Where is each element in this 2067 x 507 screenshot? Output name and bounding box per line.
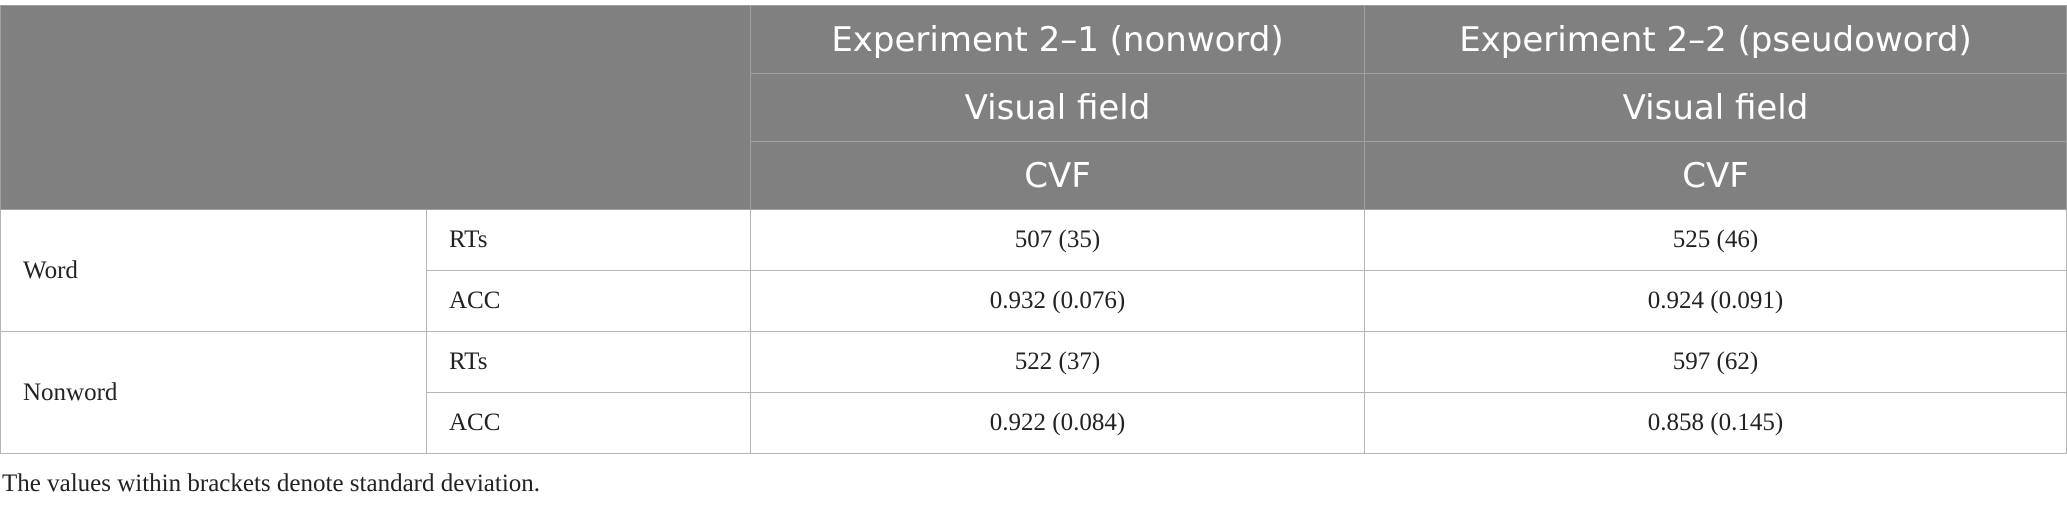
footnote: The values within brackets denote standa… <box>2 470 541 497</box>
value-cell: 525 (46) <box>1364 209 2067 271</box>
measure: ACC <box>426 392 751 454</box>
experiment-header: Experiment 2–1 (nonword) <box>750 5 1365 74</box>
measure: RTs <box>426 331 751 393</box>
value-cell: 507 (35) <box>750 209 1365 271</box>
value-cell: 0.932 (0.076) <box>750 270 1365 332</box>
results-table: Experiment 2–1 (nonword) Experiment 2–2 … <box>0 5 2067 454</box>
measure: RTs <box>426 209 751 271</box>
value-cell: 0.922 (0.084) <box>750 392 1365 454</box>
subheader: Visual field <box>1364 73 2067 142</box>
value-cell: 0.924 (0.091) <box>1364 270 2067 332</box>
value-cell: 0.858 (0.145) <box>1364 392 2067 454</box>
group-label: Word <box>0 209 427 332</box>
experiment-header: Experiment 2–2 (pseudoword) <box>1364 5 2067 74</box>
empty-header <box>0 5 751 210</box>
group-label: Nonword <box>0 331 427 454</box>
value-cell: 597 (62) <box>1364 331 2067 393</box>
field-header: CVF <box>750 141 1365 210</box>
value-cell: 522 (37) <box>750 331 1365 393</box>
field-header: CVF <box>1364 141 2067 210</box>
subheader: Visual field <box>750 73 1365 142</box>
measure: ACC <box>426 270 751 332</box>
